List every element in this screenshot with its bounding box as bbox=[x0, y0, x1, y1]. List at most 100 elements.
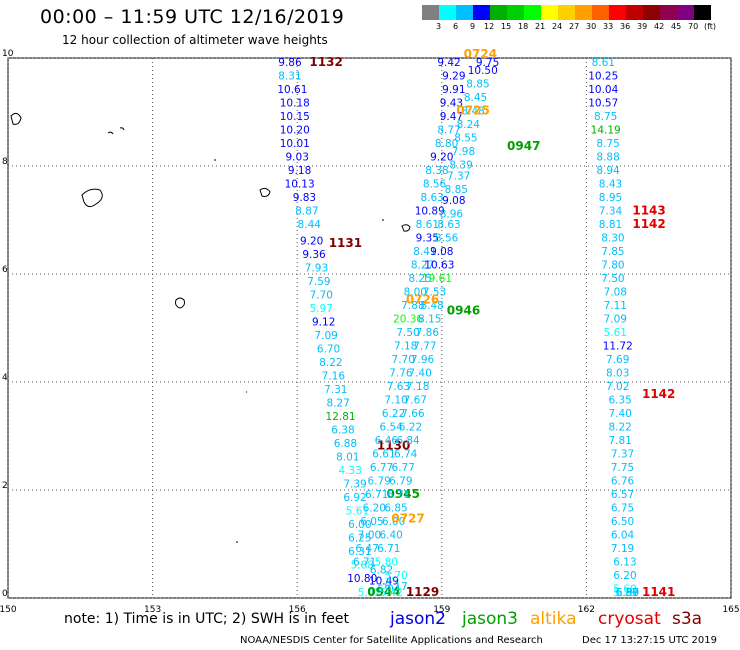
legend-item-cryosat: cryosat bbox=[598, 609, 661, 629]
color-swatch bbox=[592, 5, 609, 20]
footer-note: note: 1) Time is in UTC; 2) SWH is in fe… bbox=[64, 611, 350, 627]
wave-height-point: 8.55 bbox=[454, 133, 477, 145]
legend-item-altika: altika bbox=[530, 609, 577, 629]
x-tick-label: 165 bbox=[722, 605, 739, 615]
wave-height-point: 6.71 bbox=[387, 489, 410, 501]
wave-height-point: 8.43 bbox=[599, 179, 622, 191]
wave-height-point: 7.50 bbox=[396, 327, 419, 339]
islands-layer bbox=[10, 112, 411, 543]
wave-height-point: 6.20 bbox=[613, 570, 636, 582]
wave-height-point: 8.96 bbox=[440, 208, 464, 220]
wave-height-point: 8.03 bbox=[606, 368, 629, 380]
chart-subtitle: 12 hour collection of altimeter wave hei… bbox=[62, 33, 328, 47]
wave-height-point: 8.94 bbox=[596, 165, 620, 177]
wave-height-point: 6.88 bbox=[334, 438, 357, 450]
wave-height-point: 6.00 bbox=[382, 516, 405, 528]
wave-height-point: 7.40 bbox=[608, 408, 631, 420]
wave-height-point: 10.20 bbox=[280, 125, 310, 137]
wave-height-point: 7.02 bbox=[606, 381, 629, 393]
wave-height-point: 9.03 bbox=[286, 152, 309, 164]
wave-height-point: 9.29 bbox=[442, 71, 465, 83]
color-swatch bbox=[660, 5, 677, 20]
wave-height-point: 10.89 bbox=[415, 206, 445, 218]
pass-time-label: 0725 bbox=[456, 104, 489, 118]
wave-height-point: 9.36 bbox=[302, 249, 326, 261]
wave-height-point: 9.83 bbox=[293, 192, 316, 204]
wave-height-point: 6.76 bbox=[611, 476, 635, 488]
color-scale-tick: 39 bbox=[637, 22, 648, 31]
wave-height-point: 5.88 bbox=[351, 559, 374, 571]
legend-item-s3a: s3a bbox=[672, 609, 703, 629]
wave-height-point: 8.22 bbox=[608, 422, 631, 434]
wave-height-point: 5.42 bbox=[358, 587, 381, 599]
wave-height-point: 8.95 bbox=[599, 192, 622, 204]
wave-height-point: 8.45 bbox=[464, 92, 487, 104]
wave-height-point: 6.38 bbox=[331, 424, 354, 436]
plot-frame bbox=[7, 57, 732, 599]
wave-height-point: 8.48 bbox=[461, 106, 484, 118]
y-tick-label: 6 bbox=[2, 265, 8, 275]
wave-height-point: 8.01 bbox=[336, 451, 359, 463]
wave-height-point: 9.08 bbox=[430, 246, 453, 258]
wave-height-point: 7.88 bbox=[401, 300, 424, 312]
wave-height-point: 6.79 bbox=[367, 476, 390, 488]
wave-height-point: 6.71 bbox=[377, 543, 400, 555]
color-swatch bbox=[422, 5, 439, 20]
wave-height-point: 7.86 bbox=[416, 327, 440, 339]
color-scale-tick: 36 bbox=[620, 22, 631, 31]
wave-height-point: 5.61 bbox=[346, 505, 369, 517]
wave-height-point: 7.93 bbox=[305, 262, 328, 274]
pass-time-label: 1142 bbox=[642, 387, 675, 401]
wave-height-point: 6.04 bbox=[611, 530, 635, 542]
wave-height-point: 7.76 bbox=[389, 368, 413, 380]
wave-height-point: 7.70 bbox=[392, 354, 415, 366]
wave-height-point: 8.87 bbox=[295, 206, 318, 218]
x-tick-label: 153 bbox=[144, 605, 161, 615]
wave-height-point: 7.63 bbox=[387, 381, 410, 393]
wave-height-point: 6.31 bbox=[348, 546, 371, 558]
wave-height-point: 7.37 bbox=[611, 449, 634, 461]
wave-height-point: 9.20 bbox=[300, 235, 323, 247]
color-scale-tick: 70 bbox=[688, 22, 699, 31]
wave-height-point: 7.69 bbox=[606, 354, 629, 366]
wave-height-point: 6.57 bbox=[611, 489, 634, 501]
x-tick-label: 162 bbox=[578, 605, 595, 615]
pass-time-label: 0947 bbox=[507, 139, 540, 153]
wave-height-point: 6.71 bbox=[365, 489, 388, 501]
wave-height-point: 6.84 bbox=[396, 435, 420, 447]
color-scale-tick: 12 bbox=[484, 22, 495, 31]
wave-height-point: 8.63 bbox=[437, 219, 460, 231]
wave-height-point: 8.63 bbox=[420, 192, 443, 204]
wave-height-point: 9.18 bbox=[288, 165, 311, 177]
wave-height-point: 5.70 bbox=[384, 570, 407, 582]
color-swatch bbox=[558, 5, 575, 20]
color-scale bbox=[422, 5, 711, 20]
color-scale-tick: 18 bbox=[518, 22, 529, 31]
y-tick-label: 10 bbox=[2, 49, 14, 59]
color-swatch bbox=[439, 5, 456, 20]
page-title: 00:00 – 11:59 UTC 12/16/2019 bbox=[40, 6, 345, 28]
pass-time-label: 1142 bbox=[632, 217, 665, 231]
wave-height-point: 6.22 bbox=[399, 422, 422, 434]
color-swatch bbox=[456, 5, 473, 20]
wave-height-point: 9.12 bbox=[312, 316, 335, 328]
wave-height-point: 8.48 bbox=[420, 300, 443, 312]
wave-height-point: 12.81 bbox=[326, 411, 356, 423]
wave-height-point: 10.61 bbox=[277, 84, 307, 96]
wave-height-point: 10.01 bbox=[280, 138, 310, 150]
wave-height-point: 7.77 bbox=[413, 341, 436, 353]
wave-height-point: 10.04 bbox=[588, 84, 618, 96]
wave-height-point: 6.17 bbox=[384, 581, 407, 593]
wave-height-point: 8.25 bbox=[408, 273, 431, 285]
wave-height-point: 10.18 bbox=[280, 98, 310, 110]
color-swatch bbox=[490, 5, 507, 20]
wave-height-point: 8.80 bbox=[435, 138, 458, 150]
x-tick-label: 150 bbox=[0, 605, 17, 615]
wave-height-point: 6.40 bbox=[379, 530, 402, 542]
color-scale-tick: 45 bbox=[671, 22, 682, 31]
wave-height-point: 10.50 bbox=[468, 65, 498, 77]
pass-time-label: 1129 bbox=[406, 585, 439, 599]
